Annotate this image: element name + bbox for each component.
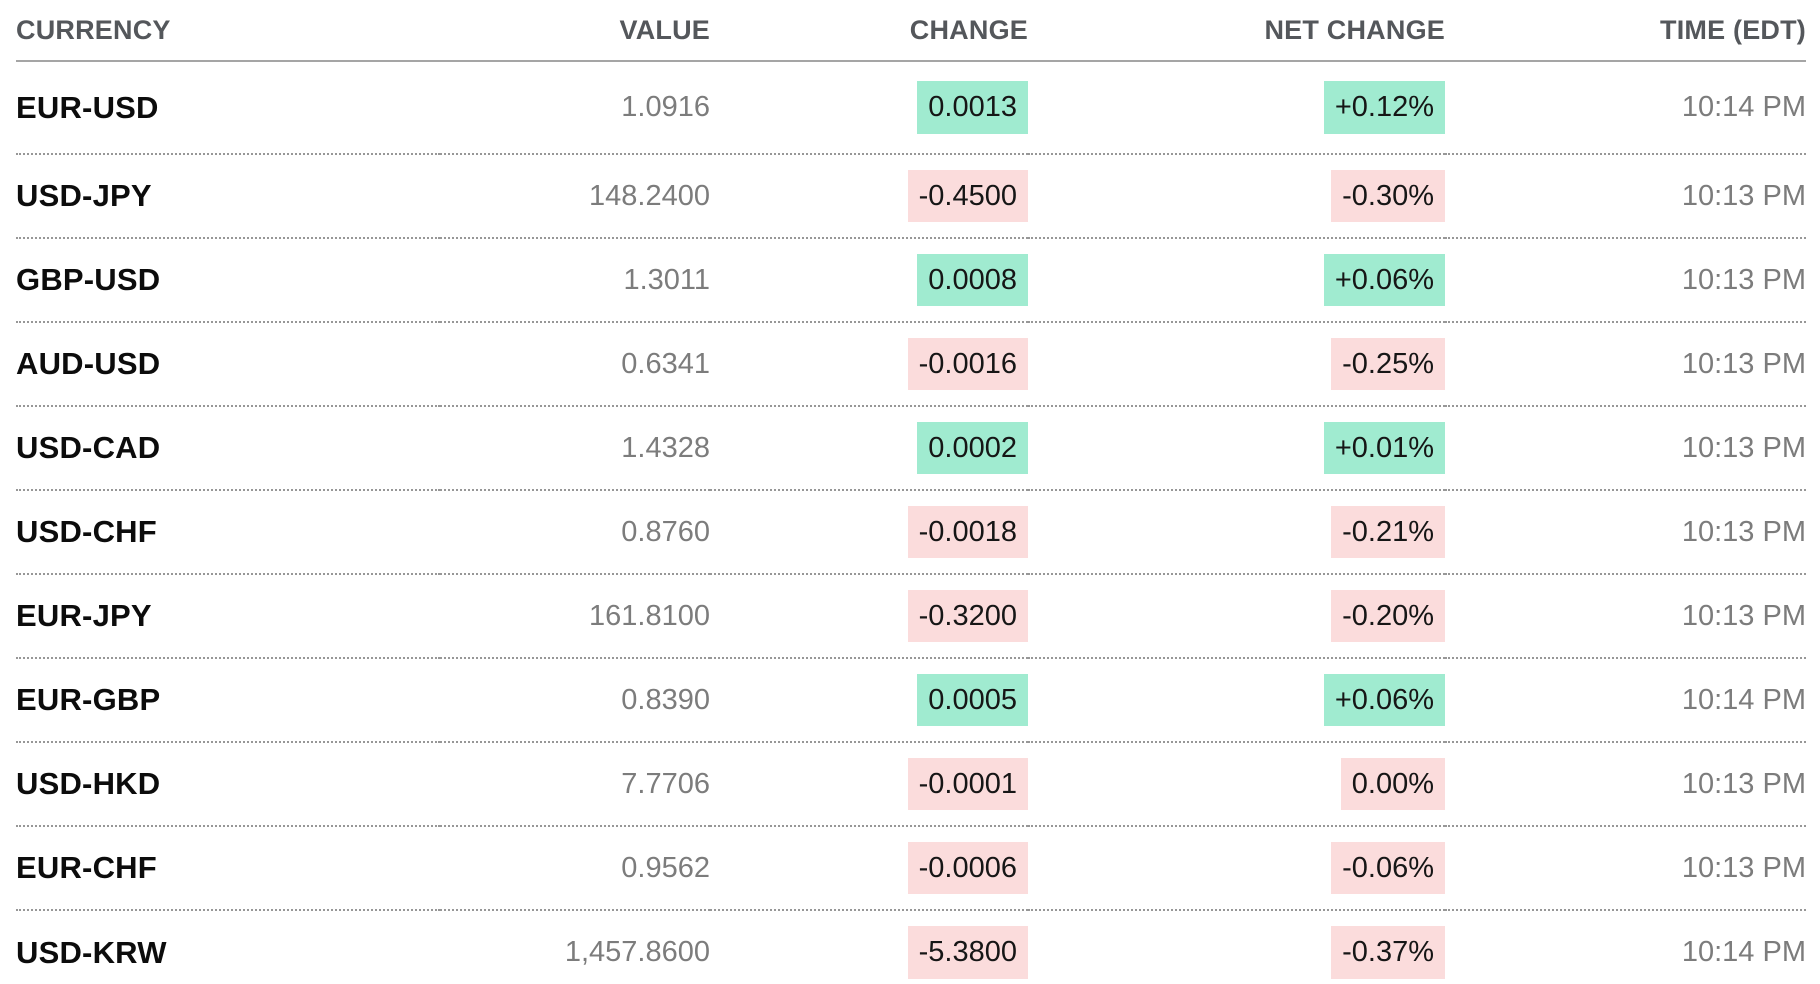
currency-row: USD-KRW 1,457.8600 -5.3800 -0.37% 10:14 PM [16, 909, 1806, 984]
currency-row: EUR-GBP 0.8390 0.0005 +0.06% 10:14 PM [16, 657, 1806, 742]
value-cell: 1.4328 [440, 405, 710, 490]
currency-row: USD-HKD 7.7706 -0.0001 0.00% 10:13 PM [16, 741, 1806, 826]
value-cell: 161.8100 [440, 573, 710, 658]
net-change-chip: -0.30% [1331, 169, 1445, 223]
currency-pair-link[interactable]: EUR-USD [16, 89, 159, 125]
net-change-chip: +0.12% [1323, 81, 1445, 134]
change-chip: 0.0008 [917, 253, 1028, 307]
currency-row: USD-CHF 0.8760 -0.0018 -0.21% 10:13 PM [16, 489, 1806, 574]
net-change-chip: -0.21% [1331, 505, 1445, 559]
change-chip: 0.0013 [917, 81, 1028, 134]
currency-pair-link[interactable]: USD-KRW [16, 934, 167, 970]
col-header-time: TIME (EDT) [1445, 0, 1806, 62]
change-chip: -0.0018 [907, 505, 1028, 559]
value-cell: 1.0916 [621, 91, 710, 123]
net-change-chip: -0.37% [1331, 926, 1445, 979]
net-change-chip: +0.01% [1323, 421, 1445, 475]
change-chip: -5.3800 [907, 926, 1028, 979]
currency-row: EUR-JPY 161.8100 -0.3200 -0.20% 10:13 PM [16, 573, 1806, 658]
currency-row: USD-JPY 148.2400 -0.4500 -0.30% 10:13 PM [16, 153, 1806, 238]
time-cell: 10:13 PM [1445, 405, 1806, 490]
currency-pair-link[interactable]: GBP-USD [16, 262, 161, 297]
net-change-chip: +0.06% [1323, 253, 1445, 307]
time-cell: 10:13 PM [1445, 825, 1806, 910]
currency-pair-link[interactable]: EUR-JPY [16, 598, 152, 633]
currency-row: AUD-USD 0.6341 -0.0016 -0.25% 10:13 PM [16, 321, 1806, 406]
currency-pair-link[interactable]: EUR-CHF [16, 850, 157, 885]
currency-pair-link[interactable]: USD-JPY [16, 178, 152, 213]
col-header-currency: CURRENCY [16, 0, 440, 62]
net-change-chip: +0.06% [1323, 673, 1445, 727]
change-chip: -0.3200 [907, 589, 1028, 643]
currency-row: GBP-USD 1.3011 0.0008 +0.06% 10:13 PM [16, 237, 1806, 322]
currency-pair-link[interactable]: USD-HKD [16, 766, 161, 801]
currency-row: USD-CAD 1.4328 0.0002 +0.01% 10:13 PM [16, 405, 1806, 490]
currency-row: EUR-USD 1.0916 0.0013 +0.12% 10:14 PM [16, 61, 1806, 154]
time-cell: 10:14 PM [1681, 91, 1806, 123]
net-change-chip: -0.20% [1331, 589, 1445, 643]
time-cell: 10:13 PM [1445, 741, 1806, 826]
change-chip: -0.0001 [907, 757, 1028, 811]
currency-pair-link[interactable]: USD-CHF [16, 514, 157, 549]
value-cell: 0.6341 [440, 321, 710, 406]
currency-row: EUR-CHF 0.9562 -0.0006 -0.06% 10:13 PM [16, 825, 1806, 910]
value-cell: 0.9562 [440, 825, 710, 910]
table-header-row: CURRENCY VALUE CHANGE NET CHANGE TIME (E… [16, 0, 1806, 62]
currency-pair-link[interactable]: EUR-GBP [16, 682, 161, 717]
value-cell: 7.7706 [440, 741, 710, 826]
value-cell: 0.8760 [440, 489, 710, 574]
time-cell: 10:13 PM [1445, 573, 1806, 658]
change-chip: -0.4500 [907, 169, 1028, 223]
time-cell: 10:13 PM [1445, 153, 1806, 238]
change-chip: 0.0005 [917, 673, 1028, 727]
value-cell: 1.3011 [440, 237, 710, 322]
net-change-chip: -0.06% [1331, 841, 1445, 895]
value-cell: 148.2400 [440, 153, 710, 238]
net-change-chip: 0.00% [1340, 757, 1445, 811]
currency-pair-link[interactable]: USD-CAD [16, 430, 161, 465]
col-header-net-change: NET CHANGE [1028, 0, 1445, 62]
change-chip: -0.0016 [907, 337, 1028, 391]
time-cell: 10:13 PM [1445, 321, 1806, 406]
change-chip: -0.0006 [907, 841, 1028, 895]
value-cell: 0.8390 [440, 657, 710, 742]
time-cell: 10:13 PM [1445, 237, 1806, 322]
value-cell: 1,457.8600 [440, 909, 710, 984]
col-header-change: CHANGE [710, 0, 1028, 62]
time-cell: 10:14 PM [1445, 657, 1806, 742]
col-header-value: VALUE [440, 0, 710, 62]
net-change-chip: -0.25% [1331, 337, 1445, 391]
currency-pair-link[interactable]: AUD-USD [16, 346, 161, 381]
time-cell: 10:13 PM [1445, 489, 1806, 574]
time-cell: 10:14 PM [1445, 909, 1806, 984]
change-chip: 0.0002 [917, 421, 1028, 475]
currencies-table: CURRENCY VALUE CHANGE NET CHANGE TIME (E… [16, 0, 1806, 984]
